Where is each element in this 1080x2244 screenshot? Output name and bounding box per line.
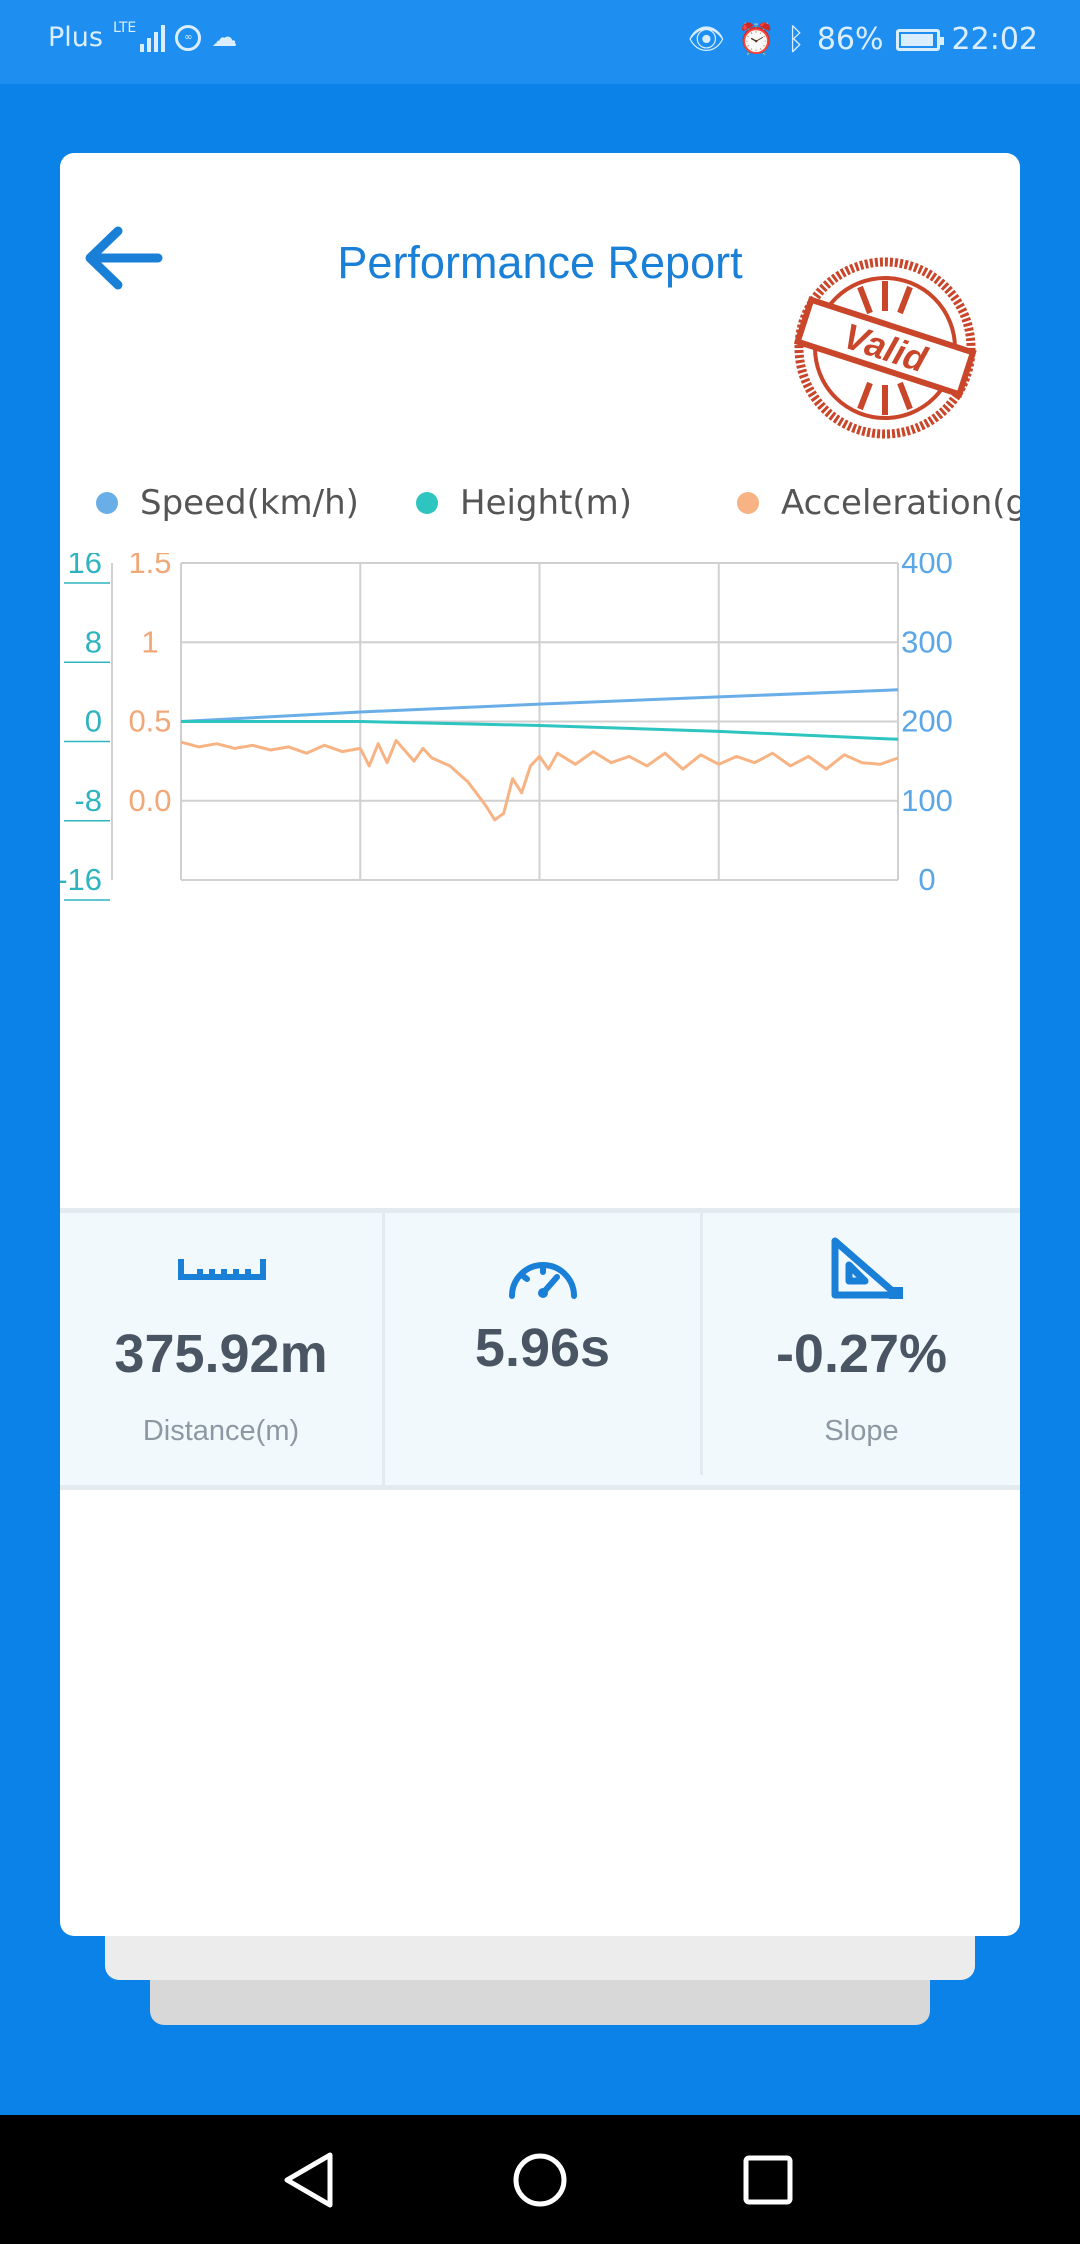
acceleration-tick-label: 1 <box>141 624 158 659</box>
legend-height-label: Height(m) <box>460 483 633 523</box>
slope-icon <box>831 1237 903 1299</box>
clock: 22:02 <box>951 22 1038 57</box>
speed-tick-label: 200 <box>901 704 953 739</box>
battery-icon <box>895 28 944 51</box>
performance-chart: 16 8 0 -8 -16 1.5 1 0.5 0.0 400 300 200 100 0 <box>60 553 953 901</box>
legend-acceleration-label: Acceleration(g) <box>781 483 1020 523</box>
slope-label: Slope <box>824 1415 899 1447</box>
legend-speed-label: Speed(km/h) <box>140 483 359 523</box>
divider <box>382 1213 385 1485</box>
status-left: Plus LTE ∞ ☁ <box>48 19 238 54</box>
stats-panel: 375.92m Distance(m) 5.96s <box>60 1208 1020 1490</box>
slope-value: -0.27% <box>775 1324 948 1384</box>
signal-icon <box>140 24 166 52</box>
eye-icon: 👁 <box>687 22 726 57</box>
back-triangle-icon[interactable] <box>275 2145 345 2215</box>
speed-tick-label: 400 <box>901 553 953 580</box>
height-tick-label: -8 <box>74 783 102 818</box>
speed-tick-label: 0 <box>918 862 935 897</box>
stat-time: 5.96s <box>385 1213 700 1485</box>
legend-height: Height(m) <box>416 483 632 523</box>
speedometer-icon <box>509 1262 577 1299</box>
status-right: 👁 ⏰ ᛒ 86% 22:02 <box>687 22 1038 57</box>
battery-percent: 86% <box>816 22 884 57</box>
height-tick-label: 16 <box>68 553 102 580</box>
distance-value: 375.92m <box>114 1324 328 1384</box>
height-tick-label: 8 <box>85 624 102 659</box>
speed-tick-label: 300 <box>901 624 953 659</box>
speed-dot-icon <box>96 492 118 514</box>
cloud-icon: ☁ <box>211 22 238 53</box>
report-card: Performance Report Valid Speed(km/h) Hei… <box>60 153 1020 1936</box>
height-series-line <box>181 720 899 741</box>
acceleration-tick-label: 0.0 <box>128 783 171 818</box>
page-title: Performance Report <box>337 237 743 288</box>
alarm-icon: ⏰ <box>737 22 775 57</box>
network-type: LTE <box>112 19 137 36</box>
system-nav-bar <box>0 2115 1080 2244</box>
ruler-icon <box>178 1259 266 1280</box>
bluetooth-icon: ᛒ <box>786 22 805 57</box>
speed-tick-label: 100 <box>901 783 953 818</box>
acceleration-series-line <box>180 739 899 822</box>
carrier-name: Plus <box>48 22 103 53</box>
arrow-left-icon[interactable] <box>80 223 170 293</box>
stat-slope: -0.27% Slope <box>703 1213 1020 1485</box>
valid-stamp: Valid <box>793 257 977 439</box>
height-tick-label: -16 <box>60 862 102 897</box>
vpn-icon: ∞ <box>175 24 202 51</box>
height-dot-icon <box>416 492 438 514</box>
acceleration-dot-icon <box>737 492 759 514</box>
status-bar: Plus LTE ∞ ☁ 👁 ⏰ ᛒ 86% 22:02 <box>0 0 1080 84</box>
height-tick-label: 0 <box>85 704 102 739</box>
divider <box>700 1213 703 1475</box>
acceleration-tick-label: 0.5 <box>128 704 171 739</box>
acceleration-tick-label: 1.5 <box>128 553 171 580</box>
recents-square-icon[interactable] <box>733 2145 803 2215</box>
time-value: 5.96s <box>474 1318 611 1378</box>
legend-speed: Speed(km/h) <box>96 483 359 523</box>
stat-distance: 375.92m Distance(m) <box>60 1213 382 1485</box>
home-circle-icon[interactable] <box>505 2145 575 2215</box>
distance-label: Distance(m) <box>142 1415 300 1447</box>
speed-series-line <box>180 688 899 723</box>
legend-acceleration: Acceleration(g) <box>737 483 1020 523</box>
